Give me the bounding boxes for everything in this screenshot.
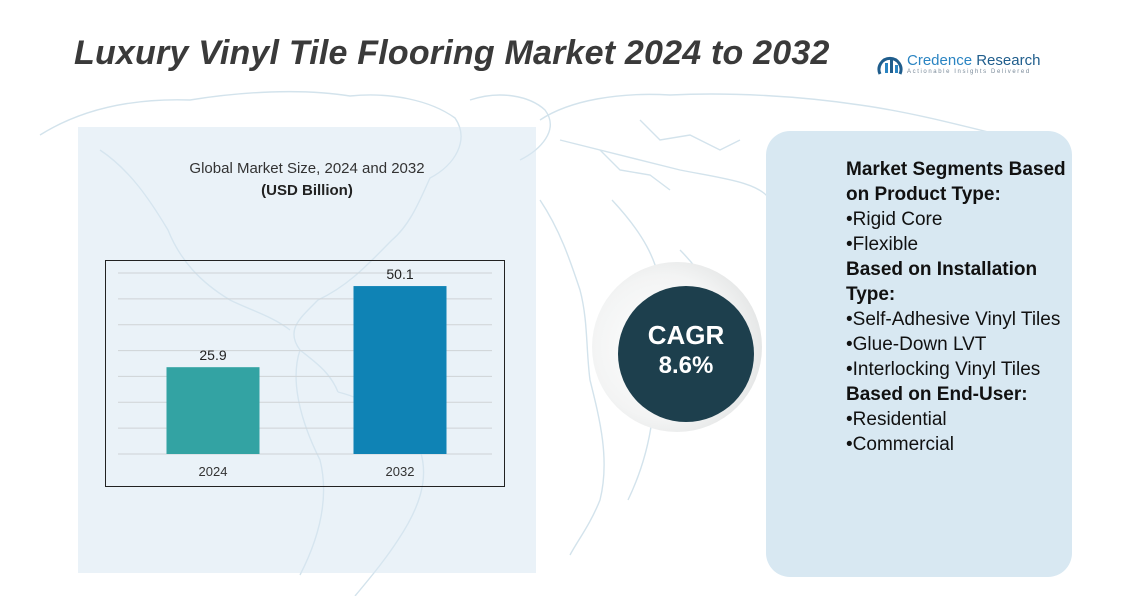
segment-item-glue-down: •Glue-Down LVT	[846, 334, 987, 355]
segment-item-interlocking: •Interlocking Vinyl Tiles	[846, 359, 1041, 380]
logo-name-part1: Credence	[907, 52, 973, 69]
logo-mark-icon	[877, 56, 903, 75]
market-segments-panel: Market Segments Based on Product Type: •…	[766, 131, 1072, 577]
bar-2024	[166, 367, 260, 454]
segment-item-flexible: •Flexible	[846, 234, 919, 255]
credence-research-logo: Credence Research Actionable Insights De…	[876, 50, 1056, 80]
chart-frame: 25.9 2024 50.1 2032	[105, 260, 505, 487]
logo-wordmark: Credence Research	[907, 52, 1040, 69]
x-tick-label-2032: 2032	[386, 464, 415, 479]
segment-list: Market Segments Based on Product Type: •…	[846, 157, 1068, 457]
data-label-2024: 25.9	[199, 347, 226, 363]
logo-name-part2: Research	[972, 52, 1041, 69]
logo-tagline: Actionable Insights Delivered	[907, 69, 1031, 75]
segment-item-self-adhesive: •Self-Adhesive Vinyl Tiles	[846, 309, 1061, 330]
segment-item-rigid-core: •Rigid Core	[846, 209, 943, 230]
cagr-label: CAGR	[647, 320, 725, 350]
bar-2032	[353, 286, 447, 454]
segment-item-commercial: •Commercial	[846, 434, 954, 455]
page-title: Luxury Vinyl Tile Flooring Market 2024 t…	[74, 34, 830, 72]
segment-item-residential: •Residential	[846, 409, 947, 430]
cagr-value: 8.6%	[658, 352, 714, 379]
bar-chart: 25.9 2024 50.1 2032	[118, 266, 492, 479]
chart-subtitle: (USD Billion)	[261, 182, 353, 199]
segment-heading-product: Market Segments Based on Product Type:	[846, 159, 1066, 205]
chart-title: Global Market Size, 2024 and 2032	[189, 160, 425, 177]
segment-heading-installation: Based on Installation Type:	[846, 259, 1038, 305]
data-label-2032: 50.1	[386, 266, 413, 282]
cagr-badge: CAGR 8.6%	[618, 286, 754, 422]
chart-panel: Global Market Size, 2024 and 2032 (USD B…	[78, 127, 536, 573]
x-tick-label-2024: 2024	[199, 464, 228, 479]
segment-heading-end-user: Based on End-User:	[846, 384, 1028, 405]
